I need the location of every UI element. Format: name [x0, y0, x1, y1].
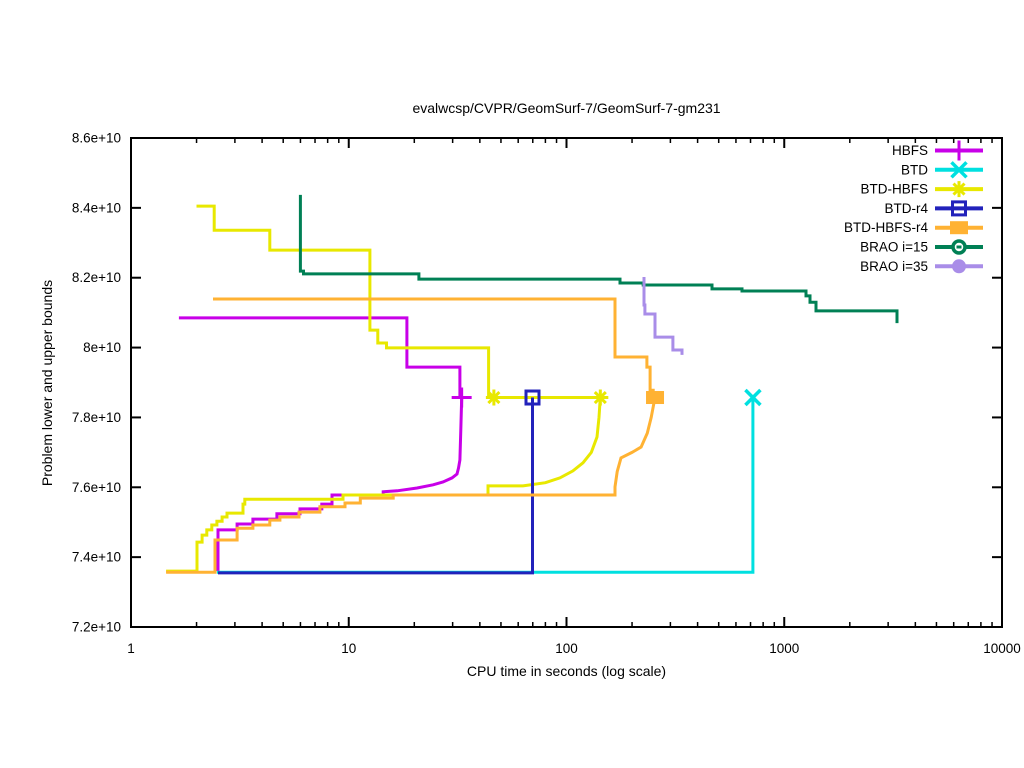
x-tick-label: 10: [341, 641, 356, 656]
btd-hbfs-marker: [487, 390, 501, 405]
series-line-btd: [216, 397, 755, 574]
y-tick-label: 7.2e+10: [72, 620, 121, 635]
x-axis-title: CPU time in seconds (log scale): [466, 663, 667, 679]
y-tick-label: 8.6e+10: [72, 131, 121, 146]
x-tick-label: 1: [127, 641, 135, 656]
y-tick-label: 7.8e+10: [72, 410, 121, 425]
x-tick-label: 10000: [983, 641, 1021, 656]
legend-label-btd: BTD: [901, 162, 928, 177]
legend-label-btd-hbfs-r4: BTD-HBFS-r4: [844, 220, 928, 235]
btd-marker: [744, 388, 762, 407]
legend-marker-btd-hbfs: [952, 182, 966, 196]
legend-label-hbfs: HBFS: [892, 143, 928, 158]
series-line-btd-hbfs: [196, 204, 601, 399]
legend-marker-brao-i-35: [952, 259, 966, 274]
y-tick-label: 8.4e+10: [72, 200, 121, 215]
legend-label-brao-i-35: BRAO i=35: [860, 259, 928, 274]
btd-hbfs-r4-marker: [646, 391, 665, 405]
series-line-btd-hbfs: [166, 397, 602, 573]
series-line-hbfs: [216, 397, 464, 572]
legend-marker-btd: [950, 161, 968, 179]
x-tick-label: 1000: [769, 641, 799, 656]
series-line-hbfs: [178, 316, 462, 398]
legend-label-brao-i-15: BRAO i=15: [860, 240, 928, 255]
series-line-btd-hbfs-r4: [166, 397, 657, 574]
y-tick-label: 8.2e+10: [72, 270, 121, 285]
legend-marker-btd-hbfs-r4: [950, 221, 968, 235]
series-line-brao-i-35: [642, 277, 684, 355]
y-tick-label: 8e+10: [83, 340, 121, 355]
y-tick-label: 7.6e+10: [72, 480, 121, 495]
btd-hbfs-marker: [593, 390, 607, 405]
series-line-brao-i-15: [298, 194, 899, 324]
legend-label-btd-hbfs: BTD-HBFS: [861, 182, 929, 197]
y-tick-label: 7.4e+10: [72, 550, 121, 565]
x-tick-label: 100: [555, 641, 578, 656]
legend-marker-btd-r4: [951, 200, 967, 217]
series-line-btd-r4: [218, 397, 534, 575]
btd-r4-marker: [524, 389, 541, 406]
plot-border: [130, 137, 1003, 628]
chart-title: evalwcsp/CVPR/GeomSurf-7/GeomSurf-7-gm23…: [412, 100, 721, 116]
legend-label-btd-r4: BTD-r4: [885, 201, 929, 216]
